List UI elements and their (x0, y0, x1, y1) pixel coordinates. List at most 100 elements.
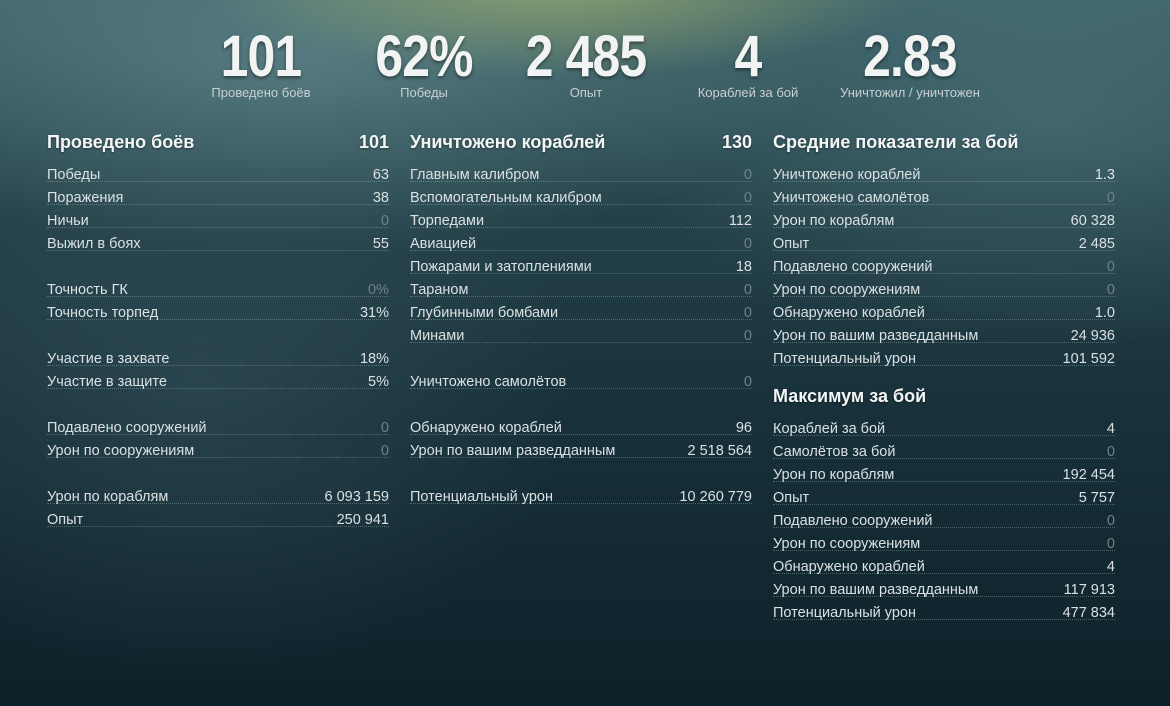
stat-label: Победы (47, 167, 101, 183)
stat-label: Кораблей за бой (773, 421, 886, 437)
stat-label: Пожарами и затоплениями (410, 259, 592, 275)
section-title: Уничтожено кораблей (410, 132, 606, 152)
stat-value: 0 (1106, 282, 1115, 298)
stat-value: 0 (1106, 513, 1115, 529)
stat-label: Урон по кораблям (773, 213, 895, 229)
section-total: 101 (358, 132, 389, 152)
stat-row: Потенциальный урон 477 834 (773, 601, 1115, 624)
stat-label: Потенциальный урон (410, 489, 553, 505)
stat-label: Подавлено сооружений (773, 259, 933, 275)
stat-row: Обнаружено кораблей 1.0 (773, 301, 1115, 324)
stat-row: Урон по кораблям 192 454 (773, 463, 1115, 486)
stat-row: Самолётов за бой 0 (773, 440, 1115, 463)
stat-value: 18% (359, 351, 389, 367)
summary-value: 101 (220, 24, 303, 89)
stat-value: 1.0 (1094, 305, 1115, 321)
stat-value: 0 (743, 236, 752, 252)
stat-value: 0 (1106, 190, 1115, 206)
battles-column: Проведено боёв 101 Победы 63 Поражения 38 … (47, 130, 389, 531)
stat-value: 117 913 (1063, 582, 1115, 598)
stat-row: Урон по кораблям 60 328 (773, 209, 1115, 232)
summary-label: Победы (400, 85, 448, 100)
stat-row: Урон по сооружениям 0 (47, 439, 389, 462)
stat-label: Обнаружено кораблей (410, 420, 562, 436)
summary-value: 2 485 (525, 24, 647, 89)
spacer (47, 393, 389, 416)
stat-row: Тараном 0 (410, 278, 752, 301)
stat-row: Потенциальный урон 101 592 (773, 347, 1115, 370)
stat-value: 0 (380, 213, 389, 229)
stat-label: Обнаружено кораблей (773, 305, 925, 321)
destroyed-column: Уничтожено кораблей 130 Главным калибром… (410, 130, 752, 508)
stat-value: 2 518 564 (687, 443, 752, 459)
stat-row: Глубинными бомбами 0 (410, 301, 752, 324)
stat-row: Опыт 2 485 (773, 232, 1115, 255)
stat-row: Урон по сооружениям 0 (773, 532, 1115, 555)
section-title: Проведено боёв (47, 132, 195, 152)
stat-label: Точность торпед (47, 305, 159, 321)
stat-value: 10 260 779 (679, 489, 752, 505)
stat-value: 0 (743, 282, 752, 298)
stat-value: 4 (1106, 421, 1115, 437)
summary-ships-per-battle: 4 Кораблей за бой (697, 24, 799, 101)
summary-value: 62% (375, 24, 473, 89)
spacer (47, 462, 389, 485)
section-total: 130 (721, 132, 752, 152)
stat-row: Участие в защите 5% (47, 370, 389, 393)
stat-value: 6 093 159 (324, 489, 389, 505)
spacer (47, 324, 389, 347)
stat-row: Урон по сооружениям 0 (773, 278, 1115, 301)
stat-value: 5 757 (1078, 490, 1115, 506)
stat-label: Самолётов за бой (773, 444, 896, 460)
stat-row: Опыт 5 757 (773, 486, 1115, 509)
stat-value: 0 (743, 305, 752, 321)
section-title: Максимум за бой (773, 386, 927, 406)
stat-label: Потенциальный урон (773, 351, 916, 367)
average-header: Средние показатели за бой (773, 130, 1115, 154)
stat-label: Авиацией (410, 236, 477, 252)
summary-experience: 2 485 Опыт (516, 24, 656, 101)
stat-row: Обнаружено кораблей 4 (773, 555, 1115, 578)
stat-row: Подавлено сооружений 0 (773, 255, 1115, 278)
stat-row: Урон по вашим разведданным 2 518 564 (410, 439, 752, 462)
stat-label: Опыт (47, 512, 84, 528)
section-title: Средние показатели за бой (773, 132, 1019, 152)
stat-value: 0 (1106, 536, 1115, 552)
stat-row: Урон по вашим разведданным 117 913 (773, 578, 1115, 601)
stat-value: 18 (735, 259, 752, 275)
stat-row: Опыт 250 941 (47, 508, 389, 531)
stat-row: Поражения 38 (47, 186, 389, 209)
stat-value: 192 454 (1062, 467, 1115, 483)
spacer (410, 347, 752, 370)
summary-wins: 62% Победы (367, 24, 480, 101)
summary-value: 4 (734, 24, 763, 89)
stat-row: Точность торпед 31% (47, 301, 389, 324)
stat-row: Подавлено сооружений 0 (47, 416, 389, 439)
stat-value: 477 834 (1062, 605, 1115, 621)
stat-label: Урон по вашим разведданным (773, 328, 979, 344)
stat-label: Урон по сооружениям (773, 536, 921, 552)
stat-row: Выжил в боях 55 (47, 232, 389, 255)
stat-value: 5% (368, 374, 389, 390)
stat-label: Торпедами (410, 213, 485, 229)
stat-value: 31% (359, 305, 389, 321)
stat-value: 2 485 (1078, 236, 1115, 252)
stat-label: Опыт (773, 490, 810, 506)
stat-value: 0 (1106, 259, 1115, 275)
stat-row: Ничьи 0 (47, 209, 389, 232)
stat-label: Урон по вашим разведданным (410, 443, 616, 459)
stat-label: Урон по кораблям (47, 489, 169, 505)
stat-label: Вспомогательным калибром (410, 190, 602, 206)
stat-row: Главным калибром 0 (410, 163, 752, 186)
summary-label: Кораблей за бой (697, 85, 799, 100)
stat-value: 0 (743, 374, 752, 390)
spacer (47, 255, 389, 278)
stat-value: 60 328 (1070, 213, 1115, 229)
spacer (410, 462, 752, 485)
stat-value: 63 (372, 167, 389, 183)
stat-row: Победы 63 (47, 163, 389, 186)
summary-label: Проведено боёв (211, 85, 311, 100)
stat-row: Участие в захвате 18% (47, 347, 389, 370)
stat-label: Обнаружено кораблей (773, 559, 925, 575)
stat-label: Уничтожено самолётов (773, 190, 930, 206)
